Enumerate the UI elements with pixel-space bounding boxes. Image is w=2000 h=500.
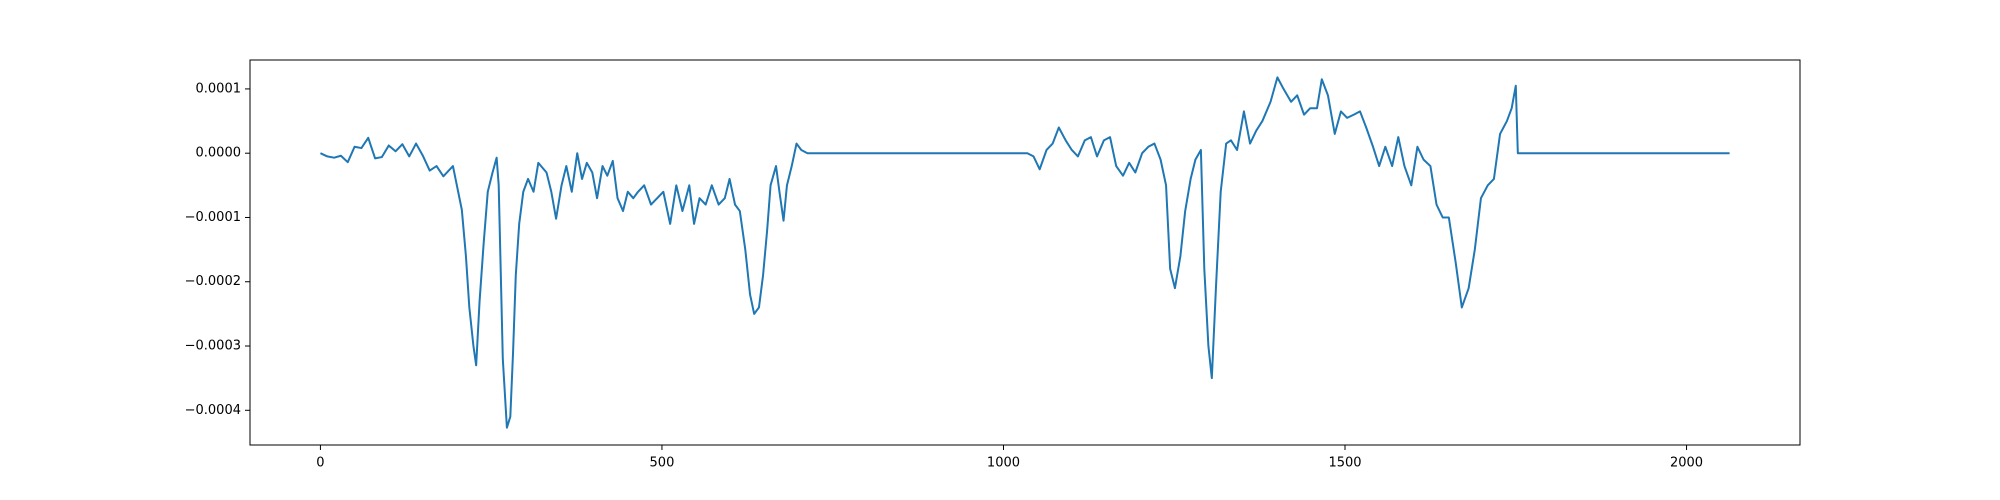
y-tick-label: −0.0002	[185, 274, 241, 289]
line-series	[319, 76, 1730, 429]
axes-frame	[249, 59, 1801, 446]
x-tick-label: 1500	[1328, 456, 1361, 471]
y-tick-label: −0.0003	[185, 339, 241, 354]
x-tick-label: 1000	[987, 456, 1020, 471]
x-tick-label: 2000	[1670, 456, 1703, 471]
y-tick-label: 0.0001	[196, 81, 242, 96]
y-tick-label: −0.0001	[185, 210, 241, 225]
x-tick-label: 0	[316, 456, 324, 471]
y-tick-label: −0.0004	[185, 403, 241, 418]
x-tick-label: 500	[650, 456, 675, 471]
y-tick-label: 0.0000	[196, 146, 242, 161]
